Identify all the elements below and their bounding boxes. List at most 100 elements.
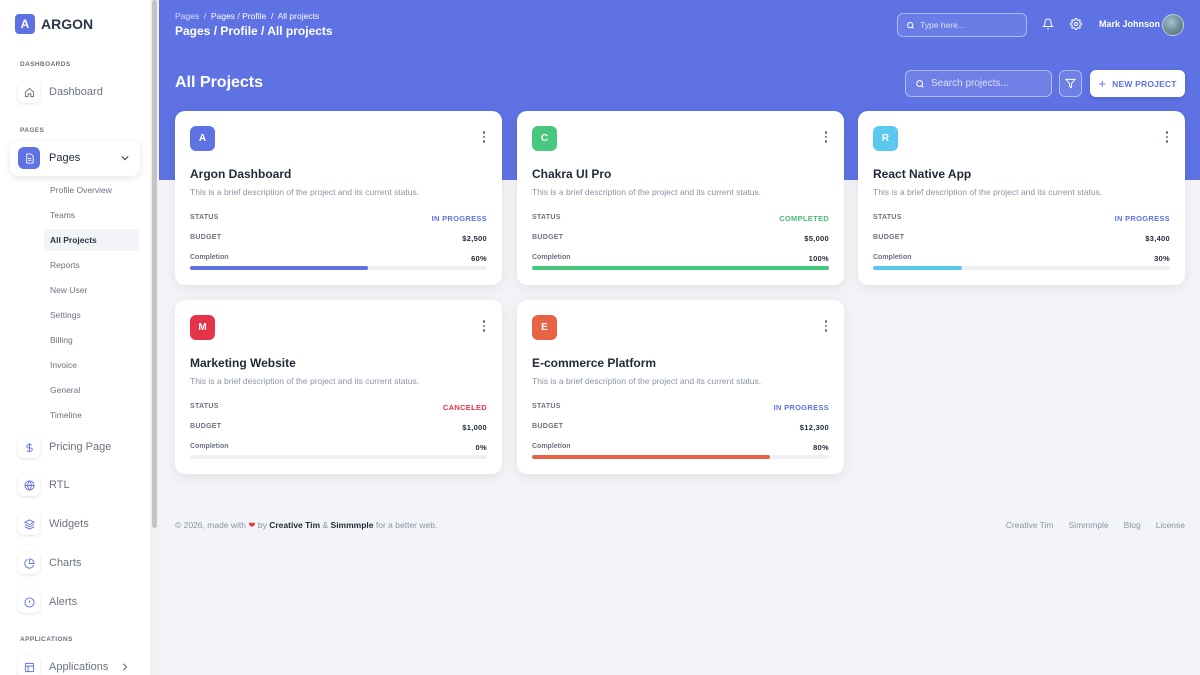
project-title[interactable]: Argon Dashboard — [190, 167, 292, 181]
progress-fill — [532, 455, 770, 459]
header-title: Pages / Profile / All projects — [175, 24, 333, 38]
budget-value: $3,400 — [1145, 234, 1170, 243]
project-description: This is a brief description of the proje… — [873, 187, 1103, 197]
sidebar-sub-settings[interactable]: Settings — [50, 310, 81, 320]
budget-value: $1,000 — [462, 423, 487, 432]
sidebar-item-applications[interactable]: Applications — [18, 656, 108, 675]
project-badge: E — [532, 315, 557, 340]
more-options-icon[interactable] — [482, 131, 486, 143]
completion-label: Completion — [532, 443, 571, 450]
page-title: All Projects — [175, 74, 264, 91]
gear-icon[interactable] — [1069, 17, 1083, 31]
project-title[interactable]: E-commerce Platform — [532, 356, 657, 370]
chevron-right-icon[interactable] — [121, 663, 129, 671]
completion-value: 80% — [813, 443, 829, 452]
search-icon — [916, 79, 924, 88]
progress-fill — [190, 266, 369, 270]
sidebar-sub-new-user[interactable]: New User — [50, 285, 88, 295]
sidebar-item-charts[interactable]: Charts — [18, 552, 81, 574]
completion-label: Completion — [532, 254, 571, 261]
status-label: STATUS — [532, 403, 561, 410]
footer-link-license[interactable]: License — [1155, 520, 1185, 530]
project-badge: A — [190, 126, 215, 151]
header-search-input[interactable] — [920, 20, 1020, 30]
sidebar-item-label: RTL — [49, 479, 70, 491]
brand[interactable]: A ARGON — [15, 14, 93, 34]
sidebar-item-rtl[interactable]: RTL — [18, 474, 70, 496]
budget-label: BUDGET — [873, 234, 905, 241]
footer-partner-link[interactable]: Simmmple — [330, 520, 374, 530]
status-label: STATUS — [190, 214, 219, 221]
project-title[interactable]: Marketing Website — [190, 356, 296, 370]
sidebar-sub-invoice[interactable]: Invoice — [50, 360, 77, 370]
project-title[interactable]: Chakra UI Pro — [532, 167, 612, 181]
breadcrumb-root[interactable]: Pages — [175, 11, 200, 21]
sidebar-item-pages-content[interactable]: Pages — [18, 147, 80, 169]
status-label: STATUS — [532, 214, 561, 221]
table-icon — [18, 656, 40, 675]
section-label-applications: APPLICATIONS — [20, 636, 73, 643]
status-label: STATUS — [873, 214, 902, 221]
sidebar-sub-general[interactable]: General — [50, 385, 81, 395]
footer-link-blog[interactable]: Blog — [1123, 520, 1141, 530]
status-badge: IN PROGRESS — [431, 214, 487, 223]
sidebar: A ARGON DASHBOARDS Dashboard PAGES Pages… — [0, 0, 150, 675]
filter-button[interactable] — [1059, 70, 1082, 97]
alert-icon — [18, 591, 40, 613]
footer-link-simmmple[interactable]: Simmmple — [1068, 520, 1109, 530]
budget-label: BUDGET — [532, 234, 564, 241]
progress-track — [532, 455, 829, 459]
budget-value: $2,500 — [462, 234, 487, 243]
header-search[interactable] — [897, 13, 1027, 37]
project-badge: C — [532, 126, 557, 151]
project-card[interactable]: E E-commerce Platform This is a brief de… — [517, 300, 844, 474]
section-label-dashboards: DASHBOARDS — [20, 61, 71, 68]
sidebar-item-label: Dashboard — [49, 86, 103, 98]
more-options-icon[interactable] — [824, 131, 828, 143]
user-name[interactable]: Mark Johnson — [1099, 19, 1161, 29]
sidebar-sub-timeline[interactable]: Timeline — [50, 410, 82, 420]
sidebar-item-widgets[interactable]: Widgets — [18, 513, 89, 535]
project-card[interactable]: R React Native App This is a brief descr… — [858, 111, 1185, 285]
sidebar-scroll-thumb[interactable] — [152, 0, 157, 528]
project-search-input[interactable] — [931, 78, 1031, 89]
more-options-icon[interactable] — [482, 320, 486, 332]
sidebar-sub-all-projects[interactable]: All Projects — [50, 235, 97, 245]
project-title[interactable]: React Native App — [873, 167, 972, 181]
project-card[interactable]: C Chakra UI Pro This is a brief descript… — [517, 111, 844, 285]
project-search[interactable] — [905, 70, 1052, 97]
new-project-button[interactable]: + NEW PROJECT — [1090, 70, 1185, 97]
sidebar-sub-teams[interactable]: Teams — [50, 210, 76, 220]
footer-suffix: for a better web. — [375, 520, 438, 530]
progress-fill — [532, 266, 829, 270]
completion-label: Completion — [190, 254, 229, 261]
sidebar-item-label: Pages — [49, 152, 81, 164]
more-options-icon[interactable] — [824, 320, 828, 332]
layers-icon — [18, 513, 40, 535]
more-options-icon[interactable] — [1165, 131, 1169, 143]
status-badge: IN PROGRESS — [773, 403, 829, 412]
home-icon — [18, 81, 40, 103]
heart-icon: ❤ — [248, 520, 256, 530]
bell-icon[interactable] — [1041, 17, 1055, 31]
budget-value: $12,300 — [799, 423, 829, 432]
progress-track — [532, 266, 829, 270]
completion-value: 30% — [1154, 254, 1170, 263]
sidebar-item-dashboard[interactable]: Dashboard — [18, 81, 103, 103]
sidebar-item-pricing-page[interactable]: Pricing Page — [18, 436, 111, 458]
breadcrumb-middle[interactable]: Pages / Profile — [210, 11, 267, 21]
progress-fill — [873, 266, 963, 270]
sidebar-sub-reports[interactable]: Reports — [50, 260, 80, 270]
avatar[interactable] — [1162, 14, 1184, 36]
project-card[interactable]: A Argon Dashboard This is a brief descri… — [175, 111, 502, 285]
sidebar-scrollbar[interactable] — [150, 0, 159, 675]
footer-author-link[interactable]: Creative Tim — [269, 520, 321, 530]
status-badge: CANCELED — [442, 403, 487, 412]
sidebar-sub-billing[interactable]: Billing — [50, 335, 73, 345]
footer-link-creative-tim[interactable]: Creative Tim — [1005, 520, 1054, 530]
chevron-down-icon[interactable] — [121, 154, 129, 162]
project-card[interactable]: M Marketing Website This is a brief desc… — [175, 300, 502, 474]
sidebar-item-alerts[interactable]: Alerts — [18, 591, 77, 613]
sidebar-sub-profile-overview[interactable]: Profile Overview — [50, 185, 112, 195]
search-icon — [907, 21, 914, 29]
